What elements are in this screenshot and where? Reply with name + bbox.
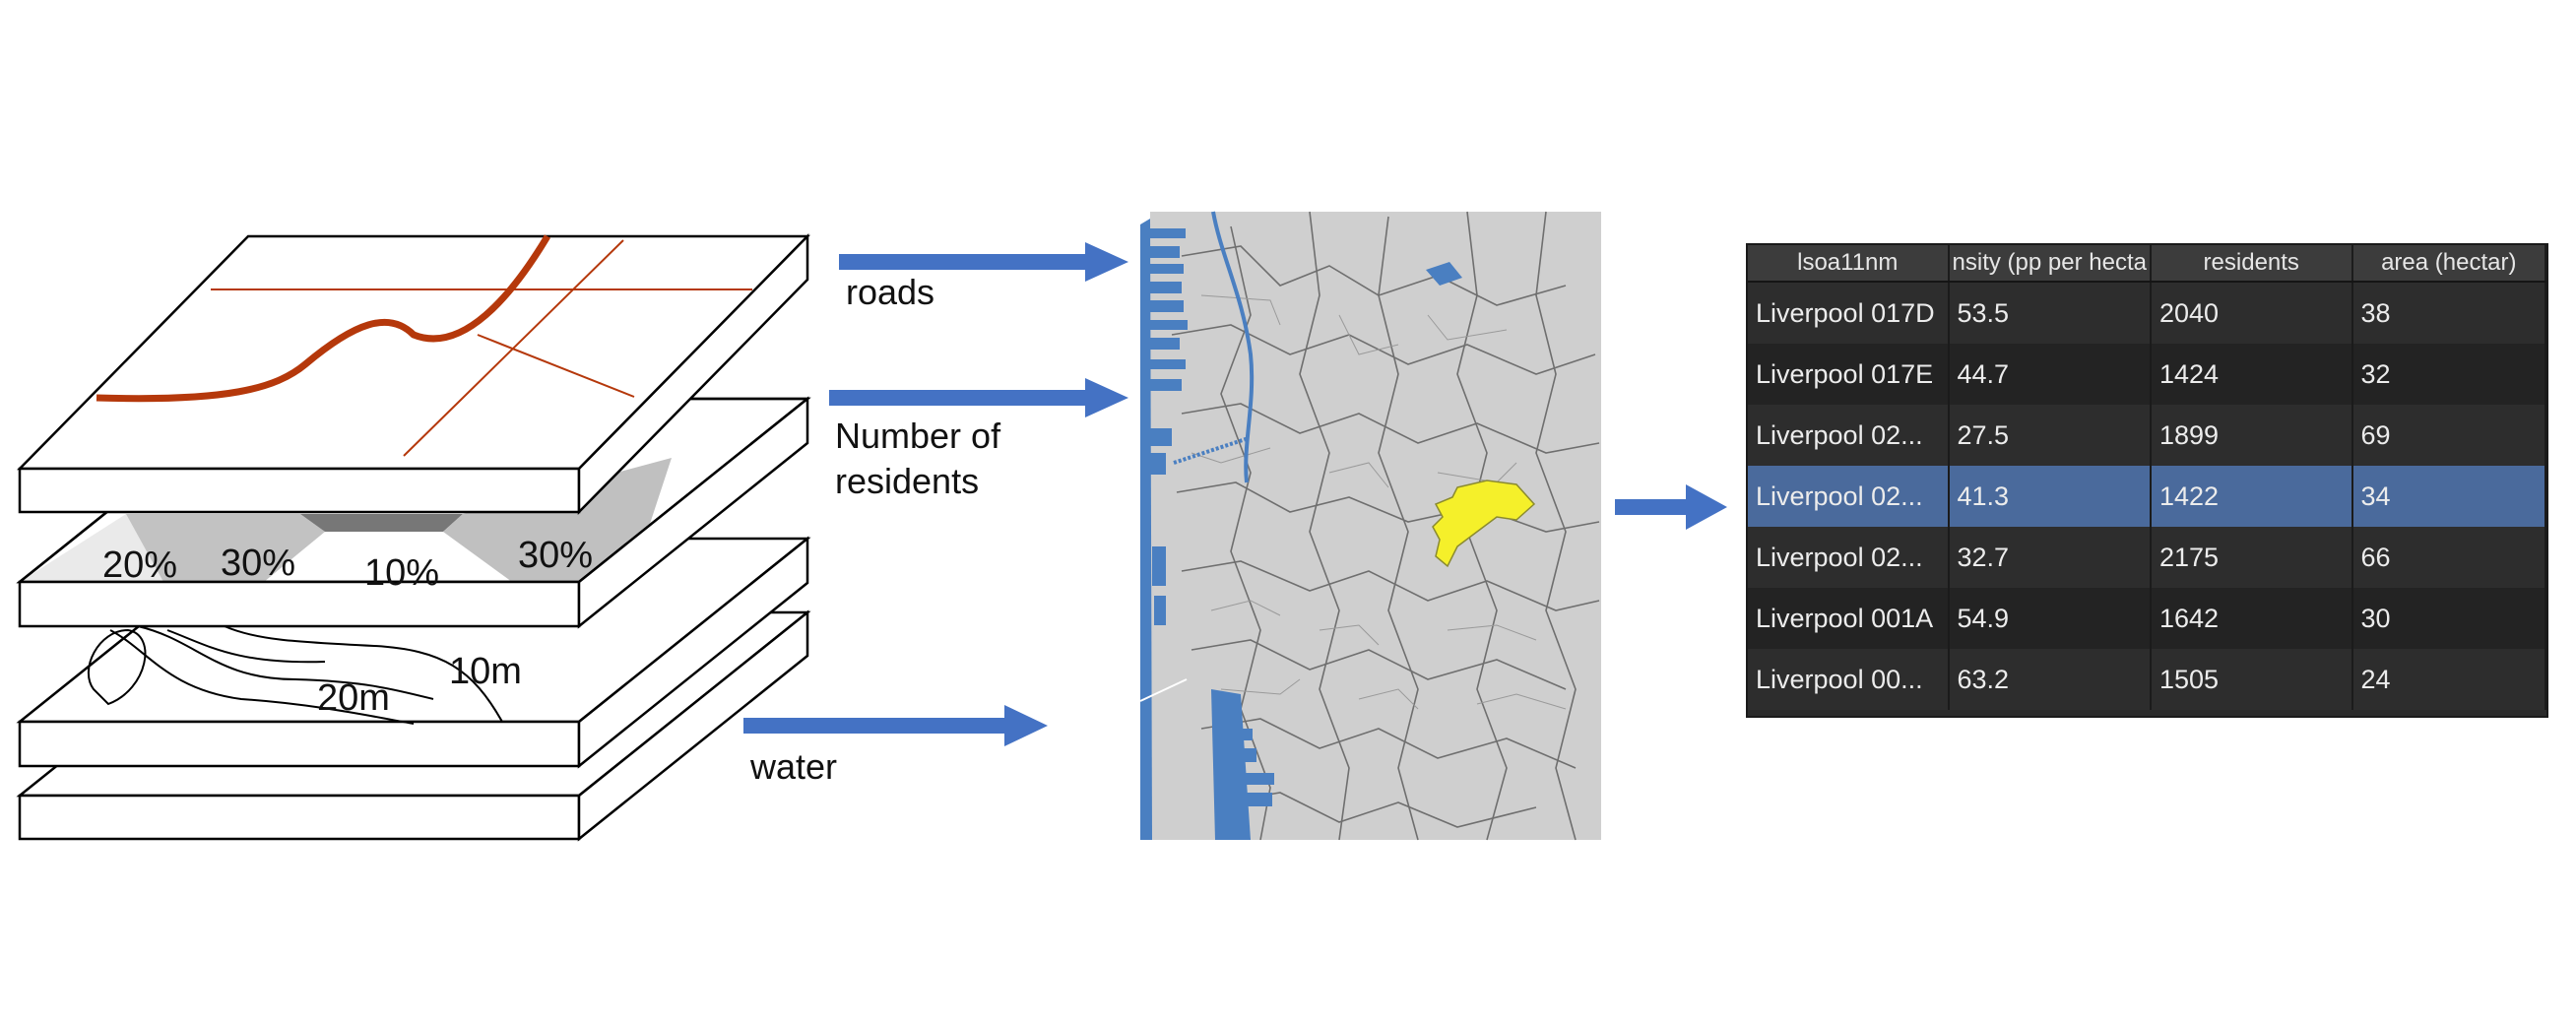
contour-10m (224, 625, 503, 723)
zone-label-30pct-left: 30% (221, 543, 296, 584)
roads-arrow (839, 242, 1128, 282)
cell-area: 30 (2353, 588, 2546, 649)
cell-lsoa: Liverpool 001A (1748, 588, 1950, 649)
lsoa-boundaries (1171, 211, 1600, 841)
table-row[interactable]: Liverpool 001A 54.9 1642 30 (1748, 588, 2546, 649)
zone-label-30pct-right: 30% (518, 535, 594, 576)
cell-residents: 2175 (2152, 527, 2353, 588)
cell-area: 69 (2353, 405, 2546, 466)
zone-30pct-left (126, 514, 325, 582)
cell-lsoa: Liverpool 02... (1748, 466, 1950, 527)
column-header-residents[interactable]: residents (2152, 245, 2353, 281)
contour-20m (109, 629, 415, 725)
table-row[interactable]: Liverpool 02... 27.5 1899 69 (1748, 405, 2546, 466)
minor-road-cross (477, 334, 635, 398)
cell-lsoa: Liverpool 02... (1748, 527, 1950, 588)
cell-area: 66 (2353, 527, 2546, 588)
residents-label-line1: Number of (835, 416, 1001, 456)
zone-20pct (20, 514, 163, 582)
canal (1211, 211, 1255, 483)
cell-residents: 1422 (2152, 466, 2353, 527)
cell-residents: 1424 (2152, 344, 2353, 405)
water-label: water (750, 746, 838, 787)
cell-area: 32 (2353, 344, 2546, 405)
main-road (96, 234, 551, 403)
table-row[interactable]: Liverpool 00... 63.2 1505 24 (1748, 649, 2546, 710)
table-row-selected[interactable]: Liverpool 02... 41.3 1422 34 (1748, 466, 2546, 527)
cell-density: 53.5 (1950, 283, 2152, 344)
cell-density: 41.3 (1950, 466, 2152, 527)
cell-lsoa: Liverpool 02... (1748, 405, 1950, 466)
table-arrow (1615, 484, 1727, 530)
cell-lsoa: Liverpool 017E (1748, 344, 1950, 405)
cell-density: 54.9 (1950, 588, 2152, 649)
contour-hill-top (88, 628, 147, 706)
zone-label-20pct: 20% (102, 544, 178, 586)
cell-residents: 1899 (2152, 405, 2353, 466)
cell-lsoa: Liverpool 00... (1748, 649, 1950, 710)
cell-density: 44.7 (1950, 344, 2152, 405)
docks-water (1140, 219, 1462, 840)
cell-density: 27.5 (1950, 405, 2152, 466)
table-header: lsoa11nm nsity (pp per hecta residents a… (1748, 245, 2546, 283)
column-header-area[interactable]: area (hectar) (2353, 245, 2546, 281)
highlighted-lsoa (1432, 480, 1536, 568)
cell-area: 34 (2353, 466, 2546, 527)
column-header-density[interactable]: nsity (pp per hecta (1950, 245, 2152, 281)
contour-label-20m: 20m (317, 677, 390, 719)
zone-label-10pct: 10% (364, 552, 440, 594)
cell-area: 38 (2353, 283, 2546, 344)
column-header-lsoa[interactable]: lsoa11nm (1748, 245, 1950, 281)
cell-density: 32.7 (1950, 527, 2152, 588)
zone-10pct (300, 514, 463, 532)
lsoa-boundaries-fine (1191, 294, 1567, 710)
arrows (743, 242, 1727, 746)
road-lines (96, 234, 752, 457)
table-row[interactable]: Liverpool 017D 53.5 2040 38 (1748, 283, 2546, 344)
cell-residents: 1505 (2152, 649, 2353, 710)
zone-30pct-right (443, 458, 672, 582)
cell-residents: 1642 (2152, 588, 2353, 649)
roads-layer (17, 232, 810, 516)
contour-label-10m: 10m (449, 651, 522, 692)
liverpool-map (1139, 211, 1601, 841)
residents-label-line2: residents (835, 461, 980, 501)
attribute-table: lsoa11nm nsity (pp per hecta residents a… (1746, 243, 2548, 718)
cell-area: 24 (2353, 649, 2546, 710)
canal-branch (1173, 436, 1250, 465)
roads-label: roads (846, 272, 935, 312)
residents-arrow (829, 378, 1128, 417)
table-row[interactable]: Liverpool 017E 44.7 1424 32 (1748, 344, 2546, 405)
map-background (1140, 212, 1601, 840)
contour-lines (88, 625, 503, 725)
cell-lsoa: Liverpool 017D (1748, 283, 1950, 344)
water-arrow (743, 705, 1048, 746)
table-row[interactable]: Liverpool 02... 32.7 2175 66 (1748, 527, 2546, 588)
cell-residents: 2040 (2152, 283, 2353, 344)
cell-density: 63.2 (1950, 649, 2152, 710)
